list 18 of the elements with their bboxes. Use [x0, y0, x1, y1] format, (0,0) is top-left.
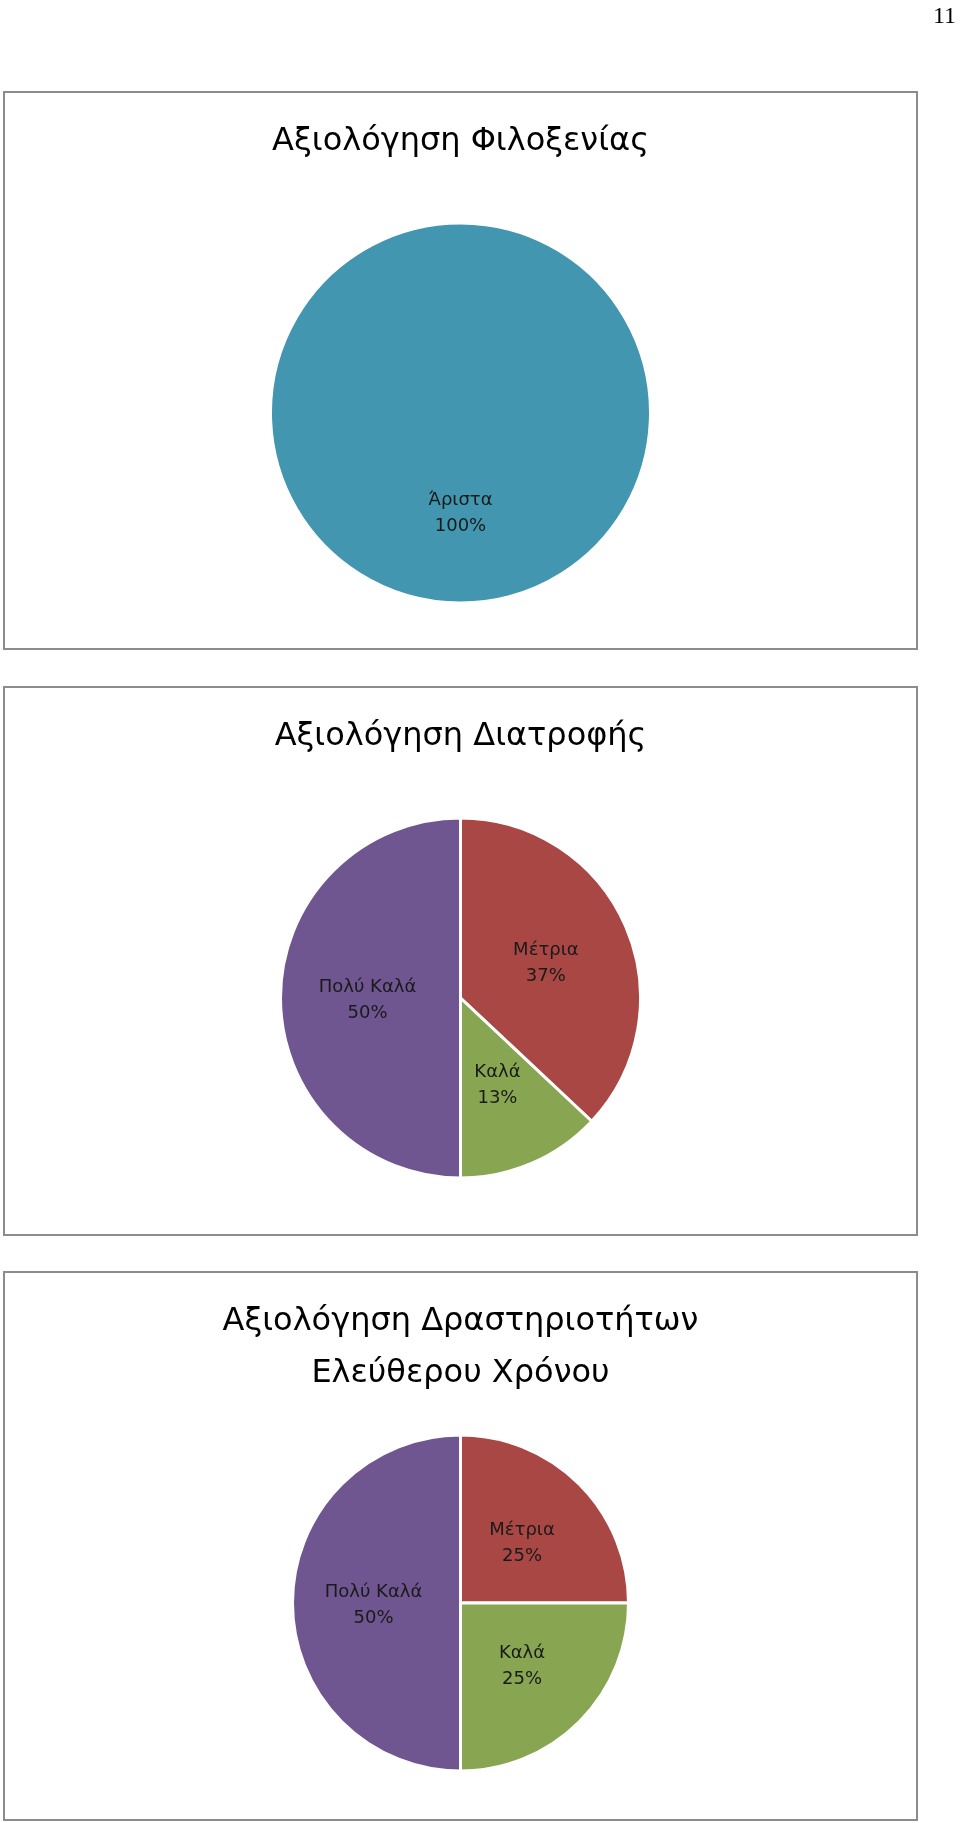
data-label: 25%	[502, 1667, 543, 1689]
data-label: 50%	[353, 1605, 394, 1627]
slice-label: Πολύ Καλά	[318, 974, 417, 996]
data-label: 50%	[347, 1000, 388, 1022]
text: 11	[932, 2, 956, 28]
slice-label: Μέτρια	[489, 1517, 555, 1539]
slice-label: Καλά	[498, 1641, 546, 1663]
data-label: 13%	[477, 1085, 518, 1107]
slice-label: Καλά	[474, 1059, 521, 1081]
data-label: 25%	[502, 1543, 543, 1565]
chart-title: Αξιολόγηση Διατροφής	[274, 714, 647, 755]
chart-title: Αξιολόγηση Φιλοξενίας	[272, 119, 649, 160]
slice-label: Άριστα	[428, 487, 493, 509]
data-label: 37%	[525, 963, 566, 985]
slice-label: Μέτρια	[513, 937, 579, 959]
slice-label: Πολύ Καλά	[324, 1579, 423, 1601]
data-label: 100%	[434, 513, 487, 535]
chart-title: Αξιολόγηση Δραστηριοτήτων Ελεύθερου Χρόνου	[221, 1299, 700, 1392]
